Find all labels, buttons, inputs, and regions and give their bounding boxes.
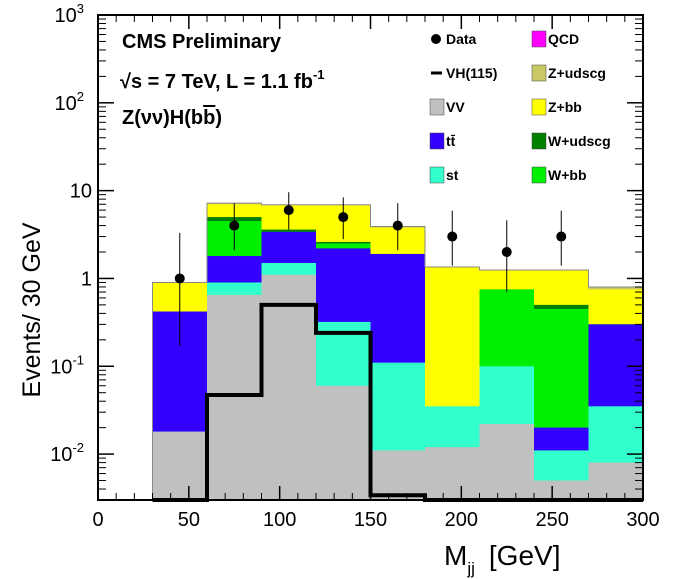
x-axis-label-sub: jj: [466, 559, 475, 578]
legend-label-st: st: [446, 167, 459, 183]
y-tick-base-3: 1: [81, 268, 92, 290]
bar-vv-2: [261, 274, 316, 500]
y-tick-exp-0: 3: [77, 1, 84, 16]
y-tick-base-1: 10: [55, 93, 77, 115]
y-tick-label-5: 10-2: [50, 440, 84, 466]
annotation-channel: Z(νν)H(bb): [122, 107, 222, 129]
annotation-energy-text: s = 7 TeV, L = 1.1 fb: [131, 71, 313, 93]
annotation-cms: CMS Preliminary: [122, 31, 282, 53]
legend-label-data: Data: [446, 31, 477, 47]
bar-vv-5: [425, 447, 480, 500]
data-point-0: [174, 273, 185, 284]
y-tick-base-4: 10: [50, 356, 72, 378]
data-point-6: [501, 247, 512, 258]
legend-label-w-bb: W+bb: [548, 167, 587, 183]
x-tick-label-4: 200: [445, 509, 478, 531]
annotation-channel-a: Z(νν)H(b: [122, 107, 203, 129]
bar-vv-1: [207, 294, 262, 500]
legend-swatch-z-bb: [531, 98, 547, 116]
legend-label-vh-115-: VH(115): [446, 65, 497, 81]
y-tick-base-2: 10: [70, 181, 92, 203]
x-axis-label-unit: [GeV]: [489, 540, 561, 571]
data-point-7: [556, 231, 567, 242]
y-tick-label-1: 102: [55, 89, 84, 115]
legend-swatch-st: [429, 166, 445, 184]
x-tick-label-2: 100: [263, 509, 296, 531]
x-axis-label: Mjj [GeV]: [444, 540, 560, 578]
legend-label-vv: VV: [446, 99, 465, 115]
legend-swatch-w-bb: [531, 166, 547, 184]
legend-label-z-udscg: Z+udscg: [548, 65, 606, 81]
annotation-energy: √s = 7 TeV, L = 1.1 fb-1: [120, 67, 325, 93]
y-tick-exp-1: 2: [77, 89, 84, 104]
bar-vv-7: [534, 480, 589, 500]
annotation-channel-c: ): [215, 107, 222, 129]
annotation-energy-exp: -1: [313, 67, 325, 82]
legend-marker-data: [431, 34, 441, 44]
y-axis-label: Events/ 30 GeV: [18, 222, 46, 397]
bar-vv-0: [152, 431, 207, 500]
y-tick-base-5: 10: [50, 444, 72, 466]
x-tick-label-1: 50: [178, 509, 200, 531]
data-point-3: [338, 212, 349, 223]
legend-label-w-udscg: W+udscg: [548, 133, 611, 149]
y-tick-label-2: 10: [70, 181, 92, 203]
y-tick-label-4: 10-1: [50, 352, 84, 378]
data-point-1: [229, 220, 240, 231]
x-tick-label-0: 0: [92, 509, 103, 531]
y-tick-exp-4: -1: [72, 352, 84, 367]
legend-swatch-vv: [429, 98, 445, 116]
legend-swatch-tt-: [429, 132, 445, 150]
legend-label-tt-: tt̄: [446, 133, 456, 149]
annotation-block: CMS Preliminary √s = 7 TeV, L = 1.1 fb-1…: [120, 31, 325, 129]
data-point-4: [392, 220, 403, 231]
bar-vv-4: [370, 450, 425, 500]
y-tick-label-0: 103: [55, 1, 84, 27]
x-tick-label-3: 150: [354, 509, 387, 531]
x-axis-label-m: M: [444, 540, 467, 571]
y-tick-base-0: 10: [55, 5, 77, 27]
stack-layer: [152, 202, 644, 501]
legend-label-z-bb: Z+bb: [548, 99, 582, 115]
bar-vv-8: [588, 462, 643, 500]
y-tick-exp-5: -2: [72, 440, 84, 455]
x-tick-label-5: 250: [535, 509, 568, 531]
legend-label-qcd: QCD: [548, 31, 579, 47]
legend-swatch-qcd: [531, 30, 547, 48]
data-point-2: [283, 205, 294, 216]
bar-vv-3: [316, 385, 371, 500]
legend-swatch-z-udscg: [531, 64, 547, 82]
bar-vv-6: [479, 424, 534, 500]
legend-swatch-w-udscg: [531, 132, 547, 150]
data-point-5: [447, 231, 458, 242]
legend: Data QCD VH(115) Z+udscg VV Z+bb tt̄ W+udscg st W…: [429, 30, 611, 184]
x-tick-label-6: 300: [626, 509, 659, 531]
y-tick-label-3: 1: [81, 268, 92, 290]
annotation-channel-bbar: b: [203, 107, 215, 129]
annotation-sqrt: √: [120, 71, 132, 93]
data-layer: [174, 192, 567, 347]
